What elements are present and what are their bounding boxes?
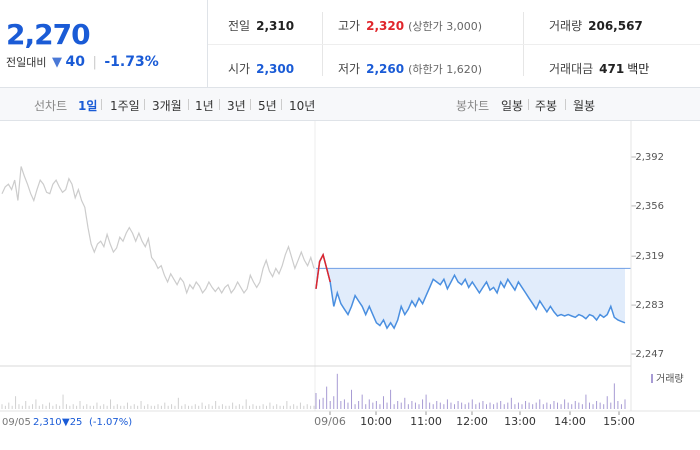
volume-value: 206,567 (588, 19, 643, 33)
change-value: 40 (65, 54, 85, 70)
divider (219, 99, 220, 110)
y-tick-label: 2,392 (635, 152, 664, 163)
x-tick-label: 14:00 (554, 415, 586, 428)
lower-limit: (하한가 1,620) (408, 63, 482, 76)
divider (528, 99, 529, 110)
price-axis: 2,392 2,356 2,319 2,283 2,247 (631, 152, 664, 360)
divider (208, 44, 700, 45)
prev-close-value: 2,310 (256, 19, 295, 33)
intraday-price-chart: 2,392 2,356 2,319 2,283 2,247 09/06 10:00 11:0… (0, 121, 700, 428)
candle-chart-label: 봉차트 (456, 99, 490, 113)
current-price-box: 2,270 전일대비 ▼ 40 | -1.73% (0, 0, 208, 87)
current-price: 2,270 (6, 18, 91, 51)
y-tick-label: 2,319 (635, 251, 664, 262)
volume: 거래량 206,567 (549, 17, 643, 34)
divider (250, 99, 251, 110)
low-price: 저가 2,260 (하한가 1,620) (338, 60, 482, 77)
line-chart-label: 선차트 (34, 99, 68, 113)
low-value: 2,260 (366, 62, 405, 76)
tab-1d[interactable]: 1일 (78, 99, 98, 113)
chart-period-tabs: 선차트 1일 1주일 3개월 1년 3년 5년 10년 봉차트 일봉 주봉 월봉 (0, 88, 700, 121)
tab-daily-candle[interactable]: 일봉 (501, 99, 524, 113)
time-axis: 09/06 10:00 11:00 12:00 13:00 14:00 15:00 (314, 411, 635, 428)
today-line-up (315, 252, 331, 289)
tab-monthly-candle[interactable]: 월봉 (573, 99, 596, 113)
x-tick-label: 12:00 (456, 415, 488, 428)
divider (281, 99, 282, 110)
x-tick-label: 09/06 (314, 415, 346, 428)
low-label: 저가 (338, 62, 361, 76)
high-price: 고가 2,320 (상한가 3,000) (338, 17, 482, 34)
today-line (315, 252, 626, 330)
x-tick-label: 15:00 (603, 415, 635, 428)
x-tick-label: 13:00 (504, 415, 536, 428)
upper-limit: (상한가 3,000) (408, 20, 482, 33)
trade-value-label: 거래대금 (549, 62, 594, 76)
volume-bars (1, 373, 626, 409)
price-lines (1, 121, 626, 411)
y-tick-label: 2,247 (635, 349, 664, 360)
tab-weekly-candle[interactable]: 주봉 (535, 99, 558, 113)
divider (565, 99, 566, 110)
change-row: 전일대비 ▼ 40 | -1.73% (6, 54, 159, 70)
y-tick-label: 2,283 (635, 300, 664, 311)
volume-legend-label: 거래량 (656, 373, 684, 385)
volume-legend-swatch (651, 374, 653, 383)
open-price: 시가 2,300 (228, 60, 294, 77)
tab-5y[interactable]: 5년 (258, 99, 277, 113)
high-label: 고가 (338, 19, 361, 33)
change-percent: -1.73% (104, 54, 159, 70)
divider (101, 99, 102, 110)
trade-value: 거래대금 471 백만 (549, 60, 649, 77)
separator: | (92, 55, 97, 70)
volume-label: 거래량 (549, 19, 583, 33)
open-value: 2,300 (256, 62, 295, 76)
tab-1w[interactable]: 1주일 (110, 99, 140, 113)
tab-1y[interactable]: 1년 (195, 99, 214, 113)
price-summary: 2,270 전일대비 ▼ 40 | -1.73% 전일 2,310 시가 2,300… (0, 0, 700, 88)
prev-close-label: 전일 (228, 19, 251, 33)
tab-10y[interactable]: 10년 (289, 99, 316, 113)
footer-price: 2,310 (33, 417, 62, 428)
footer-percent: (-1.07%) (89, 417, 132, 428)
x-tick-label: 10:00 (360, 415, 392, 428)
footer-change: ▼25 (62, 417, 82, 428)
tab-3y[interactable]: 3년 (227, 99, 246, 113)
x-tick-label: 11:00 (410, 415, 442, 428)
change-label: 전일대비 (6, 56, 47, 69)
below-prev-close-area (316, 268, 625, 329)
divider (188, 99, 189, 110)
prev-close: 전일 2,310 (228, 17, 294, 34)
divider (144, 99, 145, 110)
trade-value-amount: 471 (599, 62, 625, 76)
today-area (316, 267, 631, 329)
high-value: 2,320 (366, 19, 405, 33)
open-label: 시가 (228, 62, 251, 76)
previous-day-line (1, 166, 315, 295)
y-tick-label: 2,356 (635, 201, 664, 212)
footer-date: 09/05 (2, 417, 31, 428)
trade-value-unit: 백만 (627, 62, 650, 76)
down-arrow-icon: ▼ (51, 55, 62, 70)
tab-3m[interactable]: 3개월 (152, 99, 182, 113)
